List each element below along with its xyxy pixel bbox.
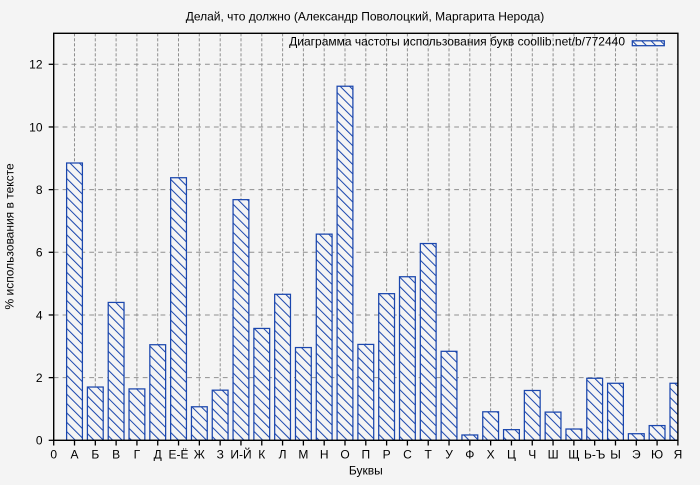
svg-text:Ф: Ф [465, 447, 474, 461]
svg-text:О: О [340, 447, 349, 461]
svg-text:Ь-Ъ: Ь-Ъ [584, 447, 605, 461]
svg-text:Ж: Ж [194, 447, 205, 461]
svg-text:Я: Я [674, 447, 683, 461]
svg-text:Т: Т [425, 447, 433, 461]
svg-text:Ш: Ш [548, 447, 559, 461]
svg-text:Э: Э [632, 447, 641, 461]
svg-text:Р: Р [383, 447, 391, 461]
svg-text:Щ: Щ [568, 447, 579, 461]
svg-text:0: 0 [36, 434, 43, 448]
svg-text:Х: Х [487, 447, 495, 461]
svg-text:Ч: Ч [528, 447, 536, 461]
svg-text:З: З [217, 447, 224, 461]
svg-text:Н: Н [320, 447, 329, 461]
svg-text:12: 12 [29, 58, 43, 72]
svg-text:Ю: Ю [651, 447, 663, 461]
svg-text:М: М [298, 447, 308, 461]
svg-text:Ц: Ц [507, 447, 516, 461]
svg-text:Делай, что должно (Александр П: Делай, что должно (Александр Поволоцкий,… [186, 10, 545, 24]
svg-text:6: 6 [36, 246, 43, 260]
svg-text:С: С [403, 447, 412, 461]
svg-text:0: 0 [50, 447, 57, 461]
svg-text:А: А [70, 447, 78, 461]
svg-text:У: У [445, 447, 453, 461]
svg-text:4: 4 [36, 308, 43, 322]
svg-text:И-Й: И-Й [230, 446, 251, 461]
svg-text:Б: Б [91, 447, 99, 461]
svg-text:10: 10 [29, 120, 43, 134]
svg-text:Д: Д [154, 447, 162, 461]
svg-text:Л: Л [279, 447, 287, 461]
svg-text:% использования в тексте: % использования в тексте [2, 163, 16, 309]
svg-text:2: 2 [36, 371, 43, 385]
svg-text:Ы: Ы [610, 447, 621, 461]
svg-text:П: П [361, 447, 370, 461]
svg-text:Г: Г [134, 447, 141, 461]
svg-text:8: 8 [36, 183, 43, 197]
svg-text:Е-Ё: Е-Ё [168, 447, 188, 461]
svg-text:Буквы: Буквы [349, 464, 383, 478]
svg-text:В: В [112, 447, 120, 461]
svg-text:Диаграмма частоты использовани: Диаграмма частоты использования букв coo… [289, 34, 625, 48]
svg-text:К: К [258, 447, 265, 461]
